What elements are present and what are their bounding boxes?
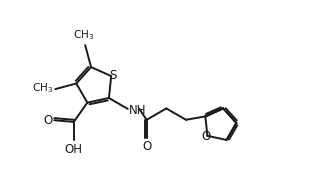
Text: O: O [142,140,151,153]
Text: O: O [44,114,53,127]
Text: CH$_3$: CH$_3$ [32,81,53,95]
Text: S: S [109,69,116,82]
Text: O: O [202,130,211,143]
Text: NH: NH [129,104,147,117]
Text: OH: OH [65,143,83,156]
Text: CH$_3$: CH$_3$ [73,28,95,42]
